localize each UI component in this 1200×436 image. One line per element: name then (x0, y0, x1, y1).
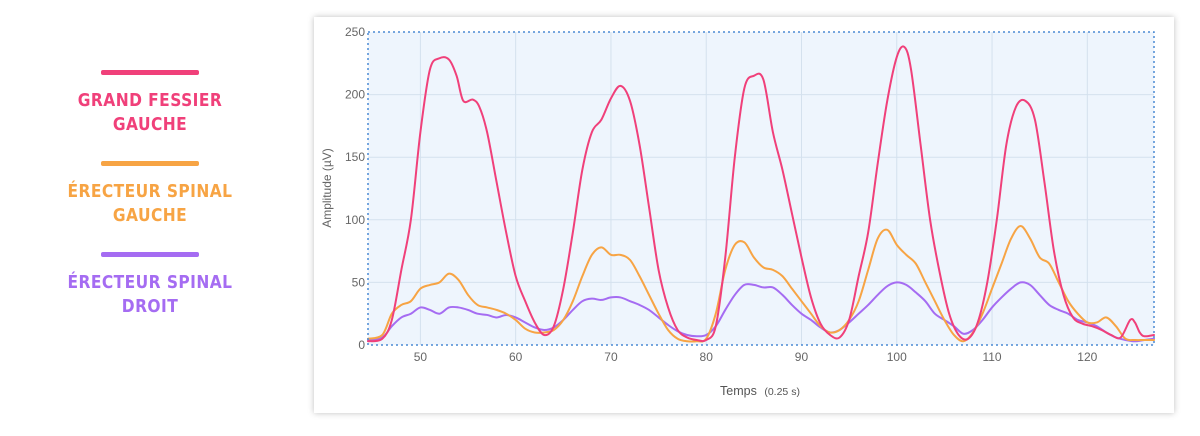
legend-swatch (101, 252, 199, 257)
plot-background (368, 32, 1154, 345)
y-axis-label: Amplitude (µV) (320, 148, 334, 228)
legend-swatch (101, 161, 199, 166)
y-tick-label: 100 (345, 213, 365, 227)
x-tick-label: 80 (700, 350, 714, 364)
emg-line-chart: 0 50 100 150 200 250 50 60 70 80 90 100 110 120 Ampl… (320, 25, 1155, 398)
x-axis-ticks: 50 60 70 80 90 100 110 120 (414, 350, 1098, 364)
x-tick-label: 110 (982, 350, 1001, 364)
gridlines (368, 32, 1154, 345)
legend-label: GRAND FESSIER GAUCHE (77, 90, 223, 135)
x-tick-label: 60 (509, 350, 523, 364)
x-axis-label-text: Temps (720, 384, 757, 398)
series-line-erecteur-spinal-droit (367, 281, 1155, 343)
y-tick-label: 50 (352, 275, 366, 289)
y-axis-ticks: 0 50 100 150 200 250 (345, 25, 365, 352)
x-tick-label: 50 (414, 350, 428, 364)
x-tick-label: 120 (1077, 350, 1097, 364)
legend-label: ÉRECTEUR SPINAL DROIT (67, 272, 233, 317)
chart-card: 0 50 100 150 200 250 50 60 70 80 90 100 110 120 Ampl… (314, 17, 1174, 413)
x-axis-label-unit: (0.25 s) (764, 386, 800, 398)
x-tick-label: 70 (604, 350, 618, 364)
x-tick-label: 100 (887, 350, 907, 364)
legend-swatch (101, 70, 199, 75)
series-line-erecteur-spinal-gauche (367, 225, 1155, 343)
legend-label: ÉRECTEUR SPINAL GAUCHE (67, 181, 233, 226)
legend-item-grand-fessier-gauche: GRAND FESSIER GAUCHE (40, 70, 260, 137)
y-tick-label: 150 (345, 150, 365, 164)
series-lines (367, 45, 1155, 343)
series-line-grand-fessier-gauche (367, 45, 1155, 343)
legend-item-erecteur-spinal-gauche: ÉRECTEUR SPINAL GAUCHE (40, 161, 260, 228)
x-tick-label: 90 (795, 350, 809, 364)
plot-selection-frame (367, 31, 1155, 346)
y-tick-label: 200 (345, 88, 365, 102)
y-tick-label: 250 (345, 25, 365, 39)
x-axis-label: Temps (0.25 s) (720, 384, 800, 398)
legend: GRAND FESSIER GAUCHE ÉRECTEUR SPINAL GAU… (40, 70, 260, 343)
legend-item-erecteur-spinal-droit: ÉRECTEUR SPINAL DROIT (40, 252, 260, 319)
y-tick-label: 0 (358, 338, 365, 352)
